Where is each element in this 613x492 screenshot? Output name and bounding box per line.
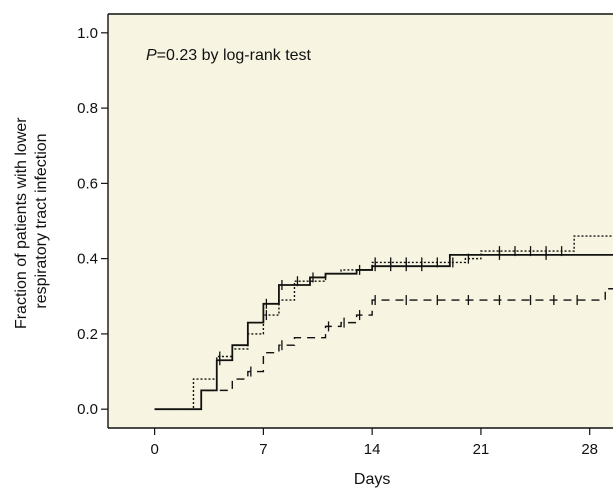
annotation-italic: P (146, 47, 157, 64)
axis-layer: 0.0 0.2 0.4 0.6 0.8 1.0 0 7 14 21 28 (77, 13, 613, 458)
log-rank-annotation: P=0.23 by log-rank test (146, 47, 312, 64)
annotation-rest: =0.23 by log-rank test (157, 47, 312, 64)
y-tick-label: 0.2 (77, 326, 98, 343)
x-tick-label: 21 (473, 441, 490, 458)
plot-area (108, 14, 613, 428)
y-tick-label: 0.6 (77, 175, 98, 192)
y-tick-label: 0.8 (77, 100, 98, 117)
y-axis-label: Fraction of patients with lower respirat… (13, 113, 50, 329)
y-tick-label: 0.4 (77, 251, 98, 268)
km-curve-dotted (154, 235, 613, 410)
x-tick-label: 14 (364, 441, 381, 458)
x-tick-label: 28 (581, 441, 598, 458)
y-axis-label-line-1: Fraction of patients with lower (13, 117, 30, 329)
x-axis-label: Days (354, 471, 390, 488)
x-tick-label: 7 (259, 441, 267, 458)
km-curve-dashed (154, 288, 613, 410)
x-tick-label: 0 (150, 441, 158, 458)
y-tick-label: 1.0 (77, 25, 98, 42)
y-tick-label: 0.0 (77, 401, 98, 418)
y-axis-label-line-2: respiratory tract infection (33, 133, 50, 308)
series-layer (154, 235, 613, 411)
